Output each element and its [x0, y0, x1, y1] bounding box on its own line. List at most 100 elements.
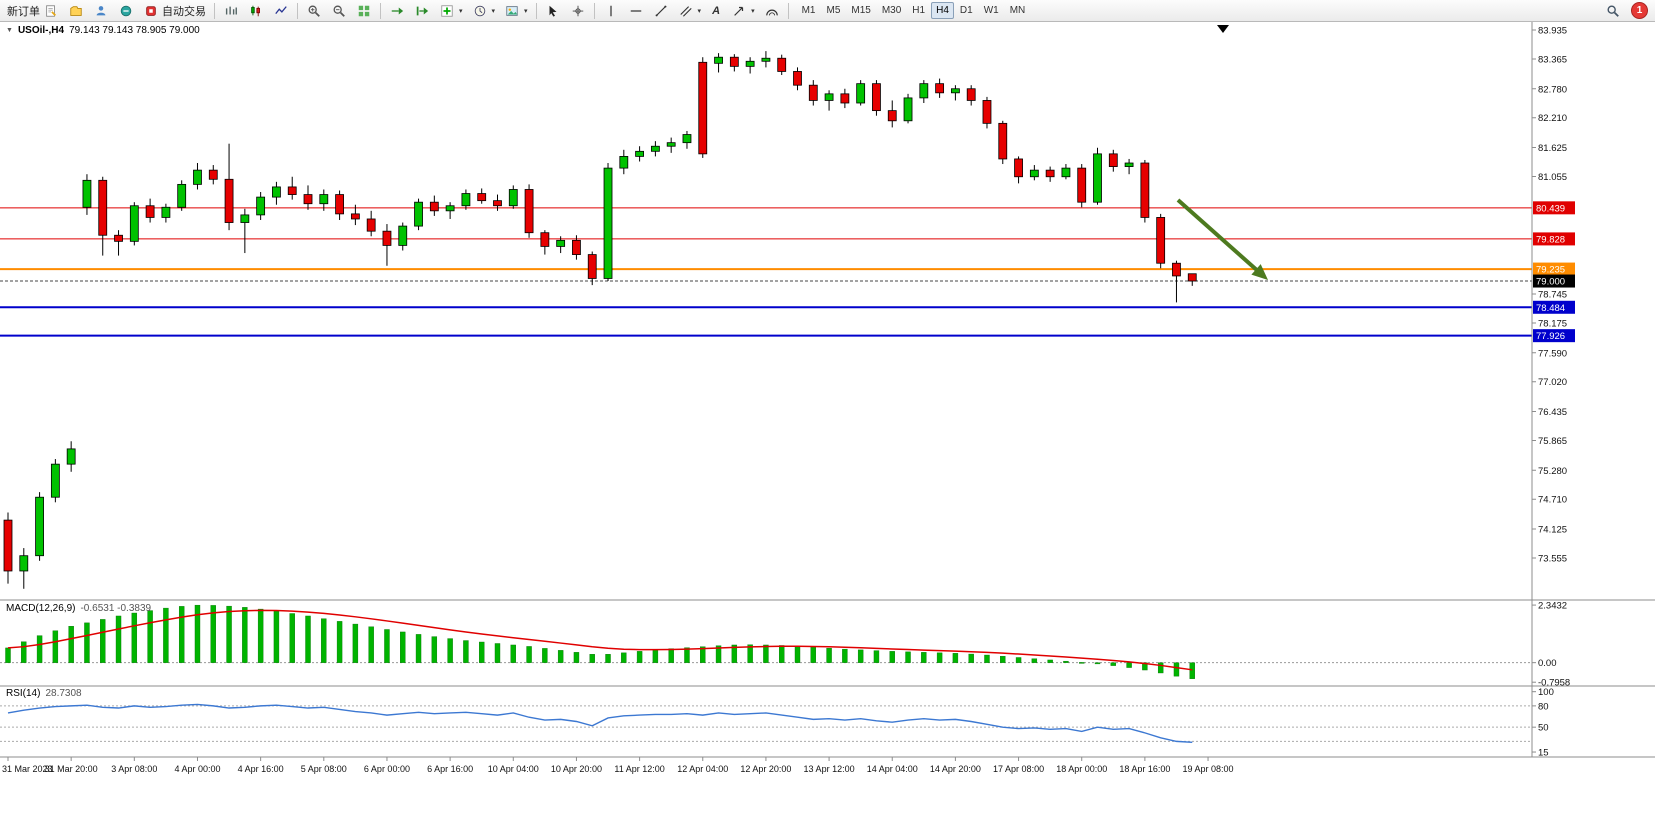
time-scale[interactable] [0, 757, 1655, 826]
candle-body [177, 183, 187, 208]
rsi-panel-title: RSI(14) 28.7308 [6, 688, 82, 699]
cursor-button[interactable] [541, 1, 565, 20]
zoom-out-button[interactable] [327, 1, 351, 20]
timeframe-button-M5[interactable]: M5 [821, 2, 845, 19]
candle-body [1045, 169, 1055, 178]
data-window-button[interactable] [114, 1, 138, 20]
macd-histogram-bar [210, 605, 216, 663]
macd-histogram-bar [100, 619, 106, 663]
collapse-triangle-icon[interactable]: ▼ [6, 27, 13, 34]
new-order-button[interactable]: 新订单 [3, 1, 63, 20]
macd-histogram-bar [1142, 662, 1148, 671]
candle-body [761, 57, 771, 62]
candle-body [35, 496, 44, 557]
macd-histogram-bar [479, 641, 485, 663]
time-axis-label: 14 Apr 20:00 [930, 764, 981, 774]
zoom-in-button[interactable] [302, 1, 326, 20]
price-badge [1533, 300, 1575, 314]
trendline-button[interactable] [649, 1, 673, 20]
macd-histogram-bar [131, 612, 138, 663]
price-axis-label: 76.435 [1538, 407, 1567, 418]
timeframe-button-H4[interactable]: H4 [931, 2, 954, 19]
candle-body [1156, 217, 1166, 264]
macd-histogram-bar [463, 640, 469, 663]
timeframe-button-M1[interactable]: M1 [797, 2, 821, 19]
indicators-button[interactable]: ▾ [435, 1, 467, 20]
price-chart-canvas[interactable]: 80.439 79.828 79.235 78.484 77.926 79.000 83.9… [0, 22, 1655, 826]
candle-body [1093, 153, 1102, 203]
templates-button[interactable]: ▾ [500, 1, 532, 20]
candlestick-chart-button[interactable] [244, 1, 268, 20]
periods-button[interactable]: ▾ [468, 1, 500, 20]
line-chart-button[interactable] [269, 1, 293, 20]
candle-body [335, 194, 344, 215]
price-axis-label: 81.625 [1538, 143, 1567, 154]
macd-histogram-bar [700, 646, 706, 663]
horizontal-line-button[interactable] [624, 1, 648, 20]
notification-badge[interactable]: 1 [1631, 2, 1648, 19]
vertical-line-button[interactable] [599, 1, 623, 20]
bar-chart-button[interactable] [219, 1, 243, 20]
macd-histogram-bar [1126, 662, 1132, 668]
price-axis-label: 74.125 [1538, 525, 1567, 536]
search-button[interactable] [1601, 1, 1625, 20]
crosshair-button[interactable] [566, 1, 590, 20]
candle-body [1014, 158, 1023, 178]
text-button[interactable]: A [706, 1, 726, 20]
macd-histogram-bar [178, 606, 185, 663]
timeframe-button-M15[interactable]: M15 [846, 2, 875, 19]
auto-scroll-button[interactable] [385, 1, 409, 20]
zoom-in-icon [306, 3, 322, 19]
navigator-button[interactable] [89, 1, 113, 20]
trendline-icon [653, 3, 669, 19]
macd-histogram-bar [779, 645, 785, 663]
macd-histogram-bar [668, 648, 674, 663]
channel-button[interactable]: ▾ [674, 1, 706, 20]
macd-name-label: MACD(12,26,9) [6, 603, 76, 614]
macd-histogram-bar [321, 618, 327, 663]
macd-histogram-bar [526, 646, 532, 663]
price-scale[interactable] [1532, 22, 1655, 757]
templates-icon [504, 3, 520, 19]
candlestick-chart-icon [248, 3, 264, 19]
time-axis-label: 17 Apr 08:00 [993, 764, 1044, 774]
chart-area[interactable]: 80.439 79.828 79.235 78.484 77.926 79.000 83.9… [0, 22, 1655, 826]
macd-histogram-bar [447, 638, 453, 663]
time-axis-label: 18 Apr 16:00 [1119, 764, 1170, 774]
tile-windows-button[interactable] [352, 1, 376, 20]
arrows-icon [731, 3, 747, 19]
candle-body [161, 206, 171, 218]
macd-histogram-bar [684, 647, 690, 663]
time-axis-label: 31 Mar 2023 [2, 764, 53, 774]
candle-body [903, 97, 913, 122]
candle-body [777, 57, 787, 72]
auto-trading-button[interactable]: 自动交易 [139, 1, 210, 20]
timeframe-button-M30[interactable]: M30 [877, 2, 906, 19]
candle-body [82, 179, 92, 208]
timeframe-button-W1[interactable]: W1 [979, 2, 1004, 19]
indicators-icon [439, 3, 455, 19]
macd-histogram-bar [826, 647, 832, 663]
timeframe-button-H1[interactable]: H1 [907, 2, 930, 19]
timeframe-button-MN[interactable]: MN [1005, 2, 1031, 19]
toolbar-separator [593, 2, 595, 19]
macd-histogram-bar [936, 652, 943, 663]
macd-histogram-bar [336, 621, 343, 663]
arrows-button[interactable]: ▾ [727, 1, 759, 20]
cycle-lines-button[interactable] [760, 1, 784, 20]
candle-body [1172, 262, 1181, 277]
trend-arrow-head[interactable] [1251, 264, 1268, 280]
auto-scroll-icon [389, 3, 405, 19]
candle-body [935, 83, 945, 94]
chart-shift-button[interactable] [410, 1, 434, 20]
price-axis-label: 77.020 [1538, 377, 1567, 388]
macd-histogram-bar [494, 643, 501, 663]
candle-body [1108, 153, 1118, 167]
trend-arrow[interactable] [1176, 198, 1262, 275]
market-watch-button[interactable] [64, 1, 88, 20]
candle-body [587, 254, 597, 279]
price-badge-label: 77.926 [1536, 331, 1565, 342]
timeframe-button-D1[interactable]: D1 [955, 2, 978, 19]
periods-icon [472, 3, 488, 19]
macd-histogram-bar [731, 644, 738, 663]
